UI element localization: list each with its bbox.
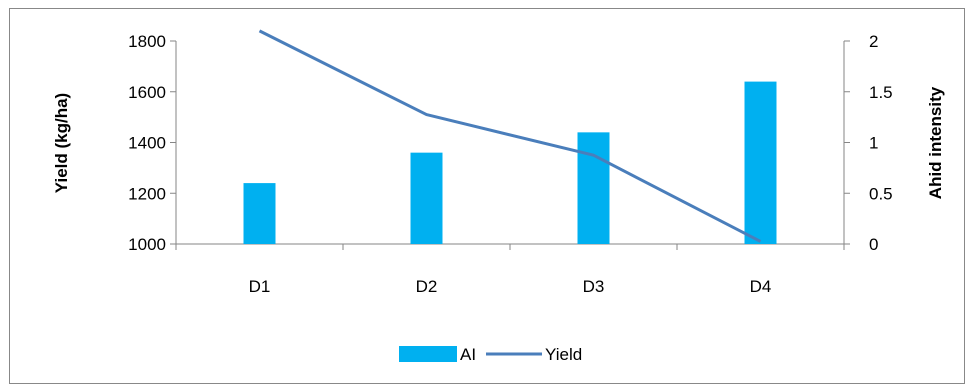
right-tick-label: 0.5: [869, 184, 893, 203]
bar-series: [243, 81, 777, 244]
right-axis: 0 0.5 1 1.5 2: [843, 32, 893, 254]
right-tick-label: 1: [869, 134, 878, 153]
legend-label-ai: AI: [460, 345, 476, 364]
left-tick-label: 1000: [128, 235, 166, 254]
x-tick-label: D4: [750, 277, 772, 296]
x-tick-label: D2: [416, 277, 438, 296]
left-tick-label: 1800: [128, 32, 166, 51]
bar-d4: [744, 81, 777, 244]
chart-frame: [9, 8, 965, 384]
bar-d2: [410, 152, 443, 244]
yield-line: [258, 29, 762, 243]
left-axis: 1000 1200 1400 1600 1800: [128, 32, 177, 254]
y2-axis-title: Ahid intensity: [926, 86, 945, 199]
x-axis: D1 D2 D3 D4: [175, 243, 845, 296]
y-axis-title: Yield (kg/ha): [52, 93, 71, 193]
legend-swatch-ai: [399, 346, 457, 362]
line-series: [258, 29, 762, 243]
bar-d3: [577, 132, 610, 244]
left-tick-label: 1600: [128, 83, 166, 102]
right-tick-label: 1.5: [869, 83, 893, 102]
right-tick-label: 2: [869, 32, 878, 51]
bar-d1: [243, 183, 276, 244]
x-tick-label: D3: [583, 277, 605, 296]
left-tick-label: 1200: [128, 184, 166, 203]
right-tick-label: 0: [869, 235, 878, 254]
x-tick-label: D1: [249, 277, 271, 296]
left-tick-label: 1400: [128, 134, 166, 153]
legend: AI Yield: [399, 345, 582, 364]
legend-label-yield: Yield: [545, 345, 582, 364]
